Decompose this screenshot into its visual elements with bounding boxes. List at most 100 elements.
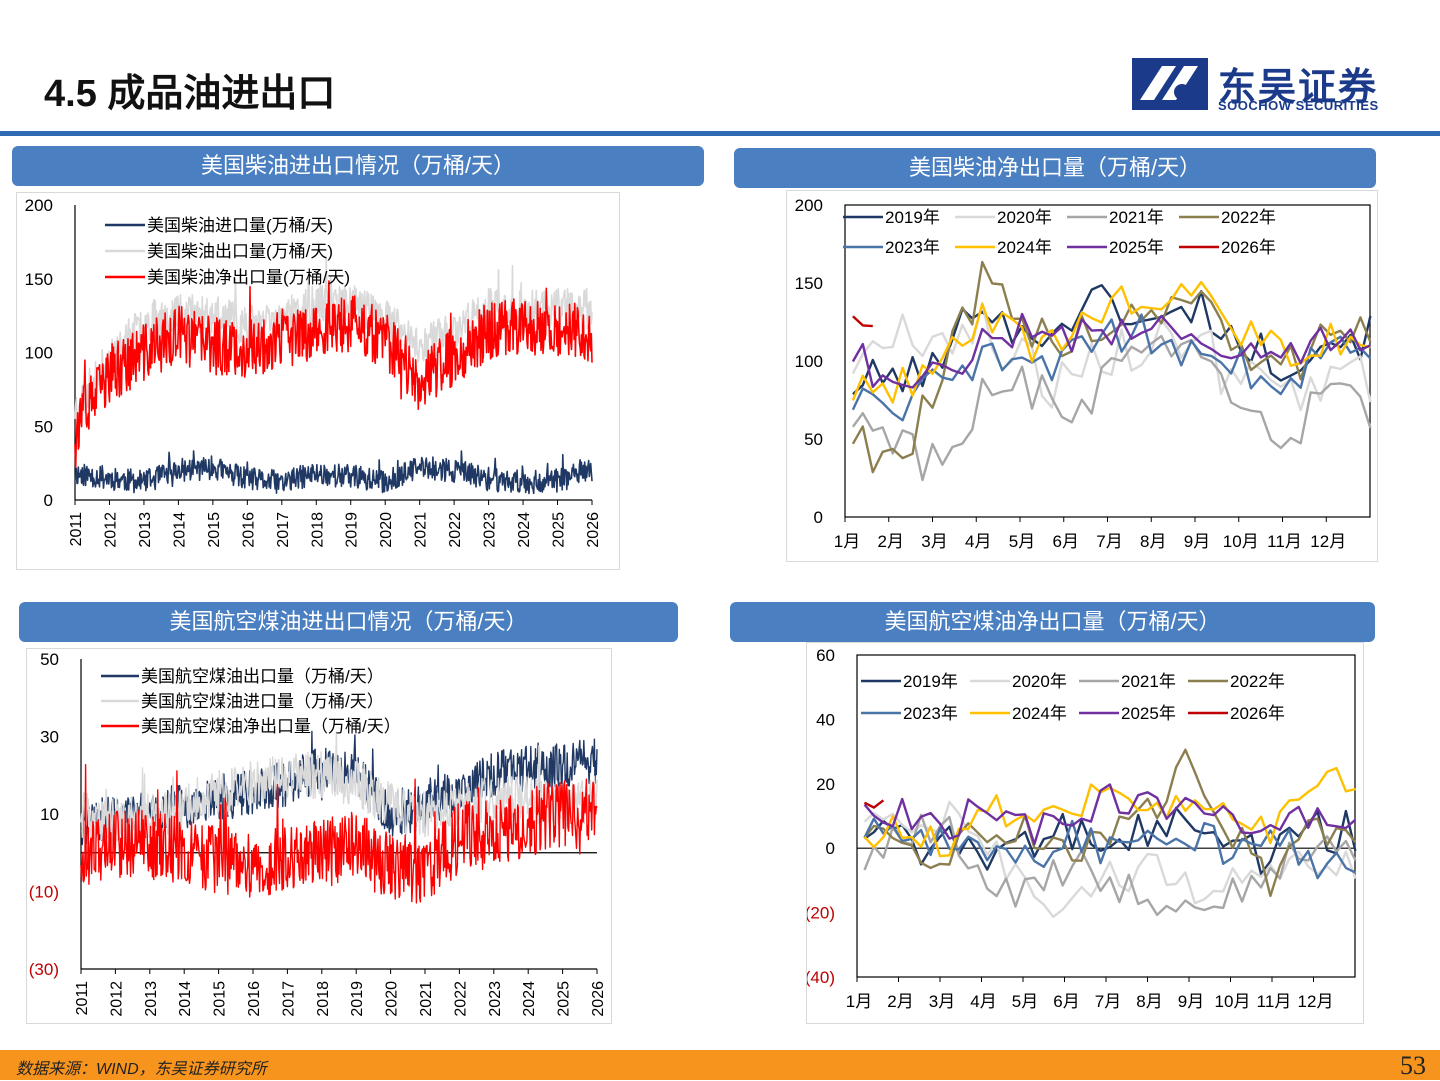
banner-diesel-net: 美国柴油净出口量（万桶/天） [734,148,1376,188]
legend-label: 2026年 [1230,704,1285,723]
x-tick-label: 3月 [929,992,955,1011]
x-tick-label: 2013 [137,512,154,548]
soochow-logo-icon [1132,58,1208,110]
x-tick-label: 2014 [171,512,188,548]
legend: 2019年 2020年 2021年 2022年 2023年 2024年 2025年 2026年 [861,672,1285,723]
y-tick-label: 50 [40,650,59,669]
series-line [863,748,1357,898]
logo-english-name: SOOCHOW SECURITIES [1218,98,1379,113]
banner-diesel-trade: 美国柴油进出口情况（万桶/天） [12,146,704,186]
x-tick-label: 2026 [590,981,607,1017]
legend-label: 2024年 [997,238,1052,257]
legend-label: 2023年 [903,704,958,723]
x-tick-label: 8月 [1140,532,1166,551]
series-line [863,799,885,809]
x-tick-label: 7月 [1095,992,1121,1011]
legend-label: 2022年 [1221,208,1276,227]
x-tick-label: 5月 [1012,992,1038,1011]
series-line [863,806,1357,876]
y-tick-label: (30) [29,960,59,979]
chart-jet-net: (40) (20) 0 20 40 60 1月 2月 3月 4月 5月 6月 7月 8月 9月 10月 11月 1… [807,646,1357,1011]
legend-label: 美国柴油进口量(万桶/天) [147,216,333,235]
legend: 美国柴油进口量(万桶/天) 美国柴油出口量(万桶/天) 美国柴油净出口量(万桶/天) [105,216,350,287]
legend-label: 2021年 [1109,208,1164,227]
legend-label: 2024年 [1012,704,1067,723]
chart-panel-diesel-trade: 0 50 100 150 200 2011 2012 2013 2014 2015 2016 2017… [16,192,620,570]
x-tick-label: 11月 [1257,992,1292,1011]
banner-jet-net: 美国航空煤油净出口量（万桶/天） [730,602,1375,642]
legend: 美国航空煤油出口量（万桶/天） 美国航空煤油进口量（万桶/天） 美国航空煤油净出口量… [101,667,401,736]
axes: 0 50 100 150 200 1月 2月 3月 4月 5月 6月 7月 8月 9月 10月 11月 12月 [795,196,1371,551]
series-line [851,313,1372,422]
x-tick-label: 1月 [846,992,872,1011]
x-tick-label: 11月 [1267,532,1302,551]
x-tick-label: 2012 [102,512,119,548]
series-line [74,280,593,469]
series-lines [863,748,1357,918]
footer-bar: 数据来源：WIND，东吴证券研究所 53 [0,1050,1440,1080]
legend-label: 美国航空煤油出口量（万桶/天） [141,667,384,686]
series-line [851,312,1371,389]
y-tick-label: (10) [29,883,59,902]
x-tick-label: 2015 [206,512,223,548]
header-divider [0,131,1440,136]
y-tick-label: 0 [814,508,823,527]
x-tick-label: 2023 [482,512,499,548]
legend-label: 2023年 [885,238,940,257]
legend-label: 美国航空煤油进口量（万桶/天） [141,692,384,711]
x-tick-label: 2014 [177,981,194,1017]
x-tick-label: 2020 [384,981,401,1017]
y-tick-label: 0 [826,839,835,858]
legend-label: 2025年 [1109,238,1164,257]
x-tick-label: 2015 [212,981,229,1017]
series-line [863,813,1357,917]
banner-jet-trade: 美国航空煤油进出口情况（万桶/天） [19,602,678,642]
legend-label: 2022年 [1230,672,1285,691]
x-tick-label: 2017 [280,981,297,1017]
series-line [863,783,1357,846]
chart-diesel-trade: 0 50 100 150 200 2011 2012 2013 2014 2015 2016 2017… [25,196,602,548]
legend-label: 2019年 [885,208,940,227]
x-tick-label: 2022 [452,981,469,1017]
y-tick-label: 150 [795,274,823,293]
page-number: 53 [1400,1051,1426,1080]
x-tick-label: 8月 [1136,992,1162,1011]
y-tick-label: 200 [795,196,823,215]
y-tick-label: 10 [40,805,59,824]
chart-panel-diesel-net: 0 50 100 150 200 1月 2月 3月 4月 5月 6月 7月 8月 9月 10月 11月 12月 2… [786,190,1378,562]
y-tick-label: 40 [816,710,835,729]
series-line [852,315,873,328]
x-tick-label: 2016 [246,981,263,1017]
series-line [74,450,593,495]
y-tick-label: 0 [44,491,53,510]
series-line [80,763,598,904]
legend-label: 2025年 [1121,704,1176,723]
x-tick-label: 2016 [240,512,257,548]
x-tick-label: 9月 [1178,992,1204,1011]
logo-chinese-name: 东吴证券 [1218,67,1379,109]
legend-label: 美国柴油净出口量(万桶/天) [147,268,350,287]
x-tick-label: 2025 [551,512,568,548]
legend-label: 美国航空煤油净出口量（万桶/天） [141,717,401,736]
y-tick-label: (20) [807,904,835,923]
company-logo: 东吴证券 SOOCHOW SECURITIES [1132,56,1408,116]
x-tick-label: 2013 [143,981,160,1017]
x-tick-label: 12月 [1310,532,1346,551]
x-tick-label: 2月 [878,532,904,551]
x-tick-label: 2024 [521,981,538,1017]
x-tick-label: 4月 [970,992,996,1011]
x-tick-label: 2011 [74,981,91,1016]
x-tick-label: 2019 [349,981,366,1017]
x-tick-label: 4月 [965,532,991,551]
y-tick-label: 60 [816,646,835,665]
x-tick-label: 2012 [108,981,125,1017]
y-tick-label: 200 [25,196,53,215]
y-tick-label: 50 [804,430,823,449]
x-tick-label: 7月 [1096,532,1122,551]
x-tick-label: 2021 [418,981,435,1017]
chart-diesel-net: 0 50 100 150 200 1月 2月 3月 4月 5月 6月 7月 8月 9月 10月 11月 12月 2… [795,196,1372,551]
y-tick-label: (40) [807,968,835,987]
data-source-note: 数据来源：WIND，东吴证券研究所 [16,1061,267,1078]
series-line [851,302,1372,412]
y-tick-label: 100 [25,344,53,363]
